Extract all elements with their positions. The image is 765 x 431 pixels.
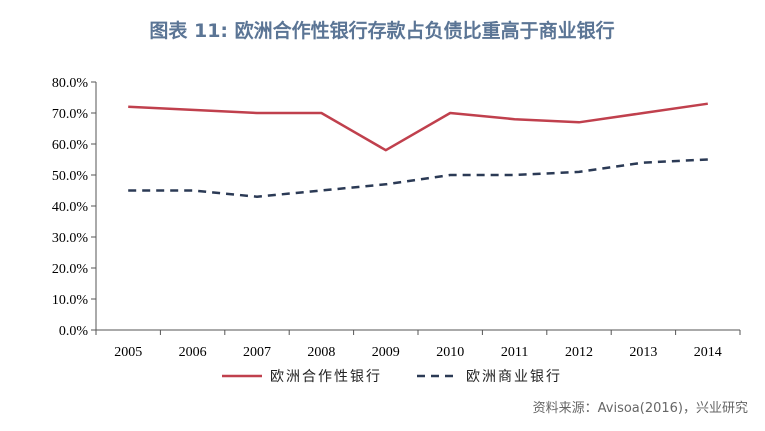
legend-label-cooperative-banks: 欧洲合作性银行 <box>270 369 382 385</box>
x-tick-label: 2013 <box>629 345 657 360</box>
chart-title: 图表 11: 欧洲合作性银行存款占负债比重高于商业银行 <box>149 19 614 42</box>
y-tick-label: 30.0% <box>52 231 89 246</box>
x-tick-label: 2011 <box>501 345 528 360</box>
x-tick-label: 2007 <box>243 345 271 360</box>
series-line-cooperative-banks <box>128 102 708 152</box>
legend-item-cooperative-banks: 欧洲合作性银行 <box>222 369 382 385</box>
y-tick-label: 0.0% <box>59 324 89 339</box>
series-lines <box>128 102 708 198</box>
x-tick-label: 2009 <box>372 345 400 360</box>
x-tick-label: 2010 <box>436 345 464 360</box>
y-tick-label: 50.0% <box>52 169 89 184</box>
x-tick-label: 2008 <box>307 345 335 360</box>
legend-label-commercial-banks: 欧洲商业银行 <box>466 369 562 385</box>
x-axis: 2005 2006 2007 2008 2009 2010 2011 2012 2013 2014 <box>95 329 741 360</box>
plot-area: 0.0% 10.0% 20.0% 30.0% 40.0% 50.0% 60.0% 70.0% 8… <box>52 76 741 360</box>
x-tick-label: 2012 <box>565 345 593 360</box>
y-tick-label: 70.0% <box>52 107 89 122</box>
y-tick-label: 20.0% <box>52 262 89 277</box>
x-tick-label: 2006 <box>179 345 207 360</box>
legend-item-commercial-banks: 欧洲商业银行 <box>417 369 562 385</box>
series-line-commercial-banks <box>128 158 708 198</box>
source-note: 资料来源：Avisoa(2016)，兴业研究 <box>533 401 748 416</box>
legend: 欧洲合作性银行 欧洲商业银行 <box>222 369 562 385</box>
y-tick-label: 80.0% <box>52 76 89 91</box>
x-tick-label: 2014 <box>694 345 722 360</box>
x-tick-label: 2005 <box>114 345 142 360</box>
y-tick-label: 40.0% <box>52 200 89 215</box>
y-axis: 0.0% 10.0% 20.0% 30.0% 40.0% 50.0% 60.0% 70.0% 8… <box>52 76 97 339</box>
y-tick-label: 10.0% <box>52 293 89 308</box>
y-tick-label: 60.0% <box>52 138 89 153</box>
